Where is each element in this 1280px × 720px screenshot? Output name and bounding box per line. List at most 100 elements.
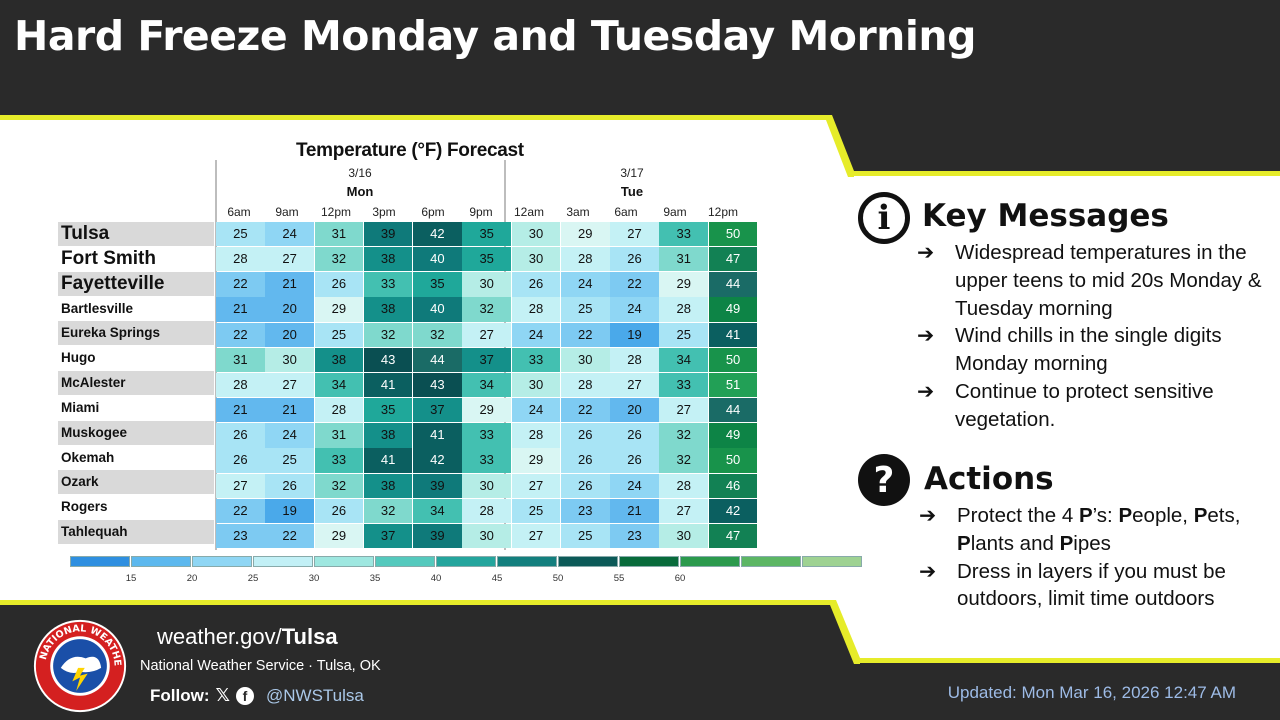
question-icon: ? <box>858 454 910 506</box>
temperature-cell: 30 <box>462 272 512 297</box>
hour-label: 9pm <box>469 205 493 219</box>
temperature-cell: 22 <box>560 322 610 347</box>
temperature-cell: 28 <box>314 398 364 423</box>
temperature-cell: 22 <box>216 498 265 524</box>
temperature-cell: 29 <box>560 222 610 247</box>
temperature-cell: 28 <box>560 247 610 272</box>
accent-stripe <box>856 658 1280 663</box>
temperature-cell: 24 <box>265 423 314 448</box>
scale-tick: 40 <box>430 573 442 584</box>
accent-stripe <box>0 600 836 605</box>
temperature-cell: 29 <box>314 297 364 322</box>
temperature-cell: 25 <box>659 322 709 347</box>
list-item: ➔ Dress in layers if you must be outdoors… <box>919 558 1269 614</box>
scale-tick: 60 <box>674 573 686 584</box>
temperature-cell: 33 <box>314 448 364 473</box>
temperature-cell: 29 <box>462 398 512 423</box>
temperature-cell: 44 <box>708 272 758 297</box>
social-handle[interactable]: @NWSTulsa <box>266 685 364 705</box>
temperature-cell: 31 <box>659 247 709 272</box>
temperature-cell: 32 <box>462 297 512 322</box>
bullet-text: Protect the 4 P’s: People, Pets, Plants … <box>957 504 1241 555</box>
temperature-cell: 34 <box>314 372 364 398</box>
scale-tick: 15 <box>125 573 137 584</box>
scale-swatch <box>497 556 557 567</box>
temperature-cell: 23 <box>560 498 610 524</box>
temperature-cell: 44 <box>413 347 462 373</box>
temperature-cell: 38 <box>363 247 413 272</box>
temperature-cell: 33 <box>659 222 709 247</box>
temperature-cell: 32 <box>659 423 709 448</box>
hour-label: 12pm <box>707 205 739 219</box>
city-label: McAlester <box>58 371 214 396</box>
temperature-cell: 37 <box>413 398 462 423</box>
temperature-cell: 47 <box>708 523 758 549</box>
social-follow: Follow: 𝕏 f @NWSTulsa <box>150 685 364 706</box>
accent-stripe <box>852 171 1280 176</box>
temperature-cell: 43 <box>413 372 462 398</box>
temperature-cell: 35 <box>413 272 462 297</box>
city-label: Fayetteville <box>58 271 214 297</box>
nws-logo: NATIONAL WEATHER SERVICE <box>32 618 127 713</box>
temperature-cell: 39 <box>363 222 413 247</box>
x-icon[interactable]: 𝕏 <box>215 685 230 705</box>
temperature-cell: 28 <box>462 498 512 524</box>
temperature-cell: 42 <box>413 448 462 473</box>
temperature-cell: 27 <box>265 372 314 398</box>
temperature-cell: 21 <box>610 498 659 524</box>
temperature-cell: 25 <box>216 222 265 247</box>
city-label: Muskogee <box>58 420 214 446</box>
arrow-icon: ➔ <box>917 324 935 348</box>
temperature-cell: 32 <box>314 247 364 272</box>
scale-tick: 50 <box>552 573 564 584</box>
temperature-cell: 28 <box>560 372 610 398</box>
temperature-cell: 27 <box>610 222 659 247</box>
actions-heading: Actions <box>924 461 1054 497</box>
temperature-cell: 35 <box>462 247 512 272</box>
scale-swatch <box>131 556 191 567</box>
scale-tick: 25 <box>247 573 259 584</box>
bullet-text: Continue to protect sensitive vegetation… <box>955 379 1214 431</box>
scale-tick: 35 <box>369 573 381 584</box>
temperature-cell: 22 <box>216 272 265 297</box>
hour-label: 12am <box>513 205 545 219</box>
temperature-cell: 26 <box>610 423 659 448</box>
temperature-cell: 50 <box>708 347 758 373</box>
temperature-cell: 37 <box>462 347 512 373</box>
facebook-icon[interactable]: f <box>236 686 254 705</box>
temperature-cell: 38 <box>363 297 413 322</box>
scale-tick: 30 <box>308 573 320 584</box>
temperature-cell: 43 <box>363 347 413 373</box>
scale-swatch <box>375 556 435 567</box>
temperature-cell: 51 <box>708 372 758 398</box>
info-icon: i <box>858 192 910 244</box>
temperature-cell: 39 <box>413 523 462 549</box>
scale-swatch <box>802 556 862 567</box>
temperature-cell: 35 <box>363 398 413 423</box>
city-label: Fort Smith <box>58 247 214 272</box>
scale-tick: 55 <box>613 573 625 584</box>
temperature-cell: 24 <box>560 272 610 297</box>
scale-swatch <box>253 556 313 567</box>
day-date: 3/17 <box>620 166 644 180</box>
footer-bar <box>856 663 1280 720</box>
scale-tick: 45 <box>491 573 503 584</box>
temperature-cell: 25 <box>560 297 610 322</box>
temperature-cell: 38 <box>363 473 413 498</box>
temperature-cell: 32 <box>363 322 413 347</box>
list-item: ➔ Widespread temperatures in the upper te… <box>917 239 1267 322</box>
temperature-cell: 24 <box>511 398 561 423</box>
temperature-cell: 31 <box>216 347 265 373</box>
temperature-cell: 30 <box>511 372 561 398</box>
temperature-cell: 38 <box>363 423 413 448</box>
temperature-cell: 20 <box>265 297 314 322</box>
day-name: Mon <box>346 184 374 199</box>
temperature-cell: 30 <box>511 222 561 247</box>
temperature-cell: 29 <box>314 523 364 549</box>
temperature-cell: 30 <box>265 347 314 373</box>
temperature-cell: 46 <box>708 473 758 498</box>
temperature-cell: 33 <box>462 423 512 448</box>
website-link[interactable]: weather.gov/Tulsa <box>157 624 338 649</box>
temperature-cell: 27 <box>610 372 659 398</box>
city-label: Tulsa <box>58 222 214 247</box>
